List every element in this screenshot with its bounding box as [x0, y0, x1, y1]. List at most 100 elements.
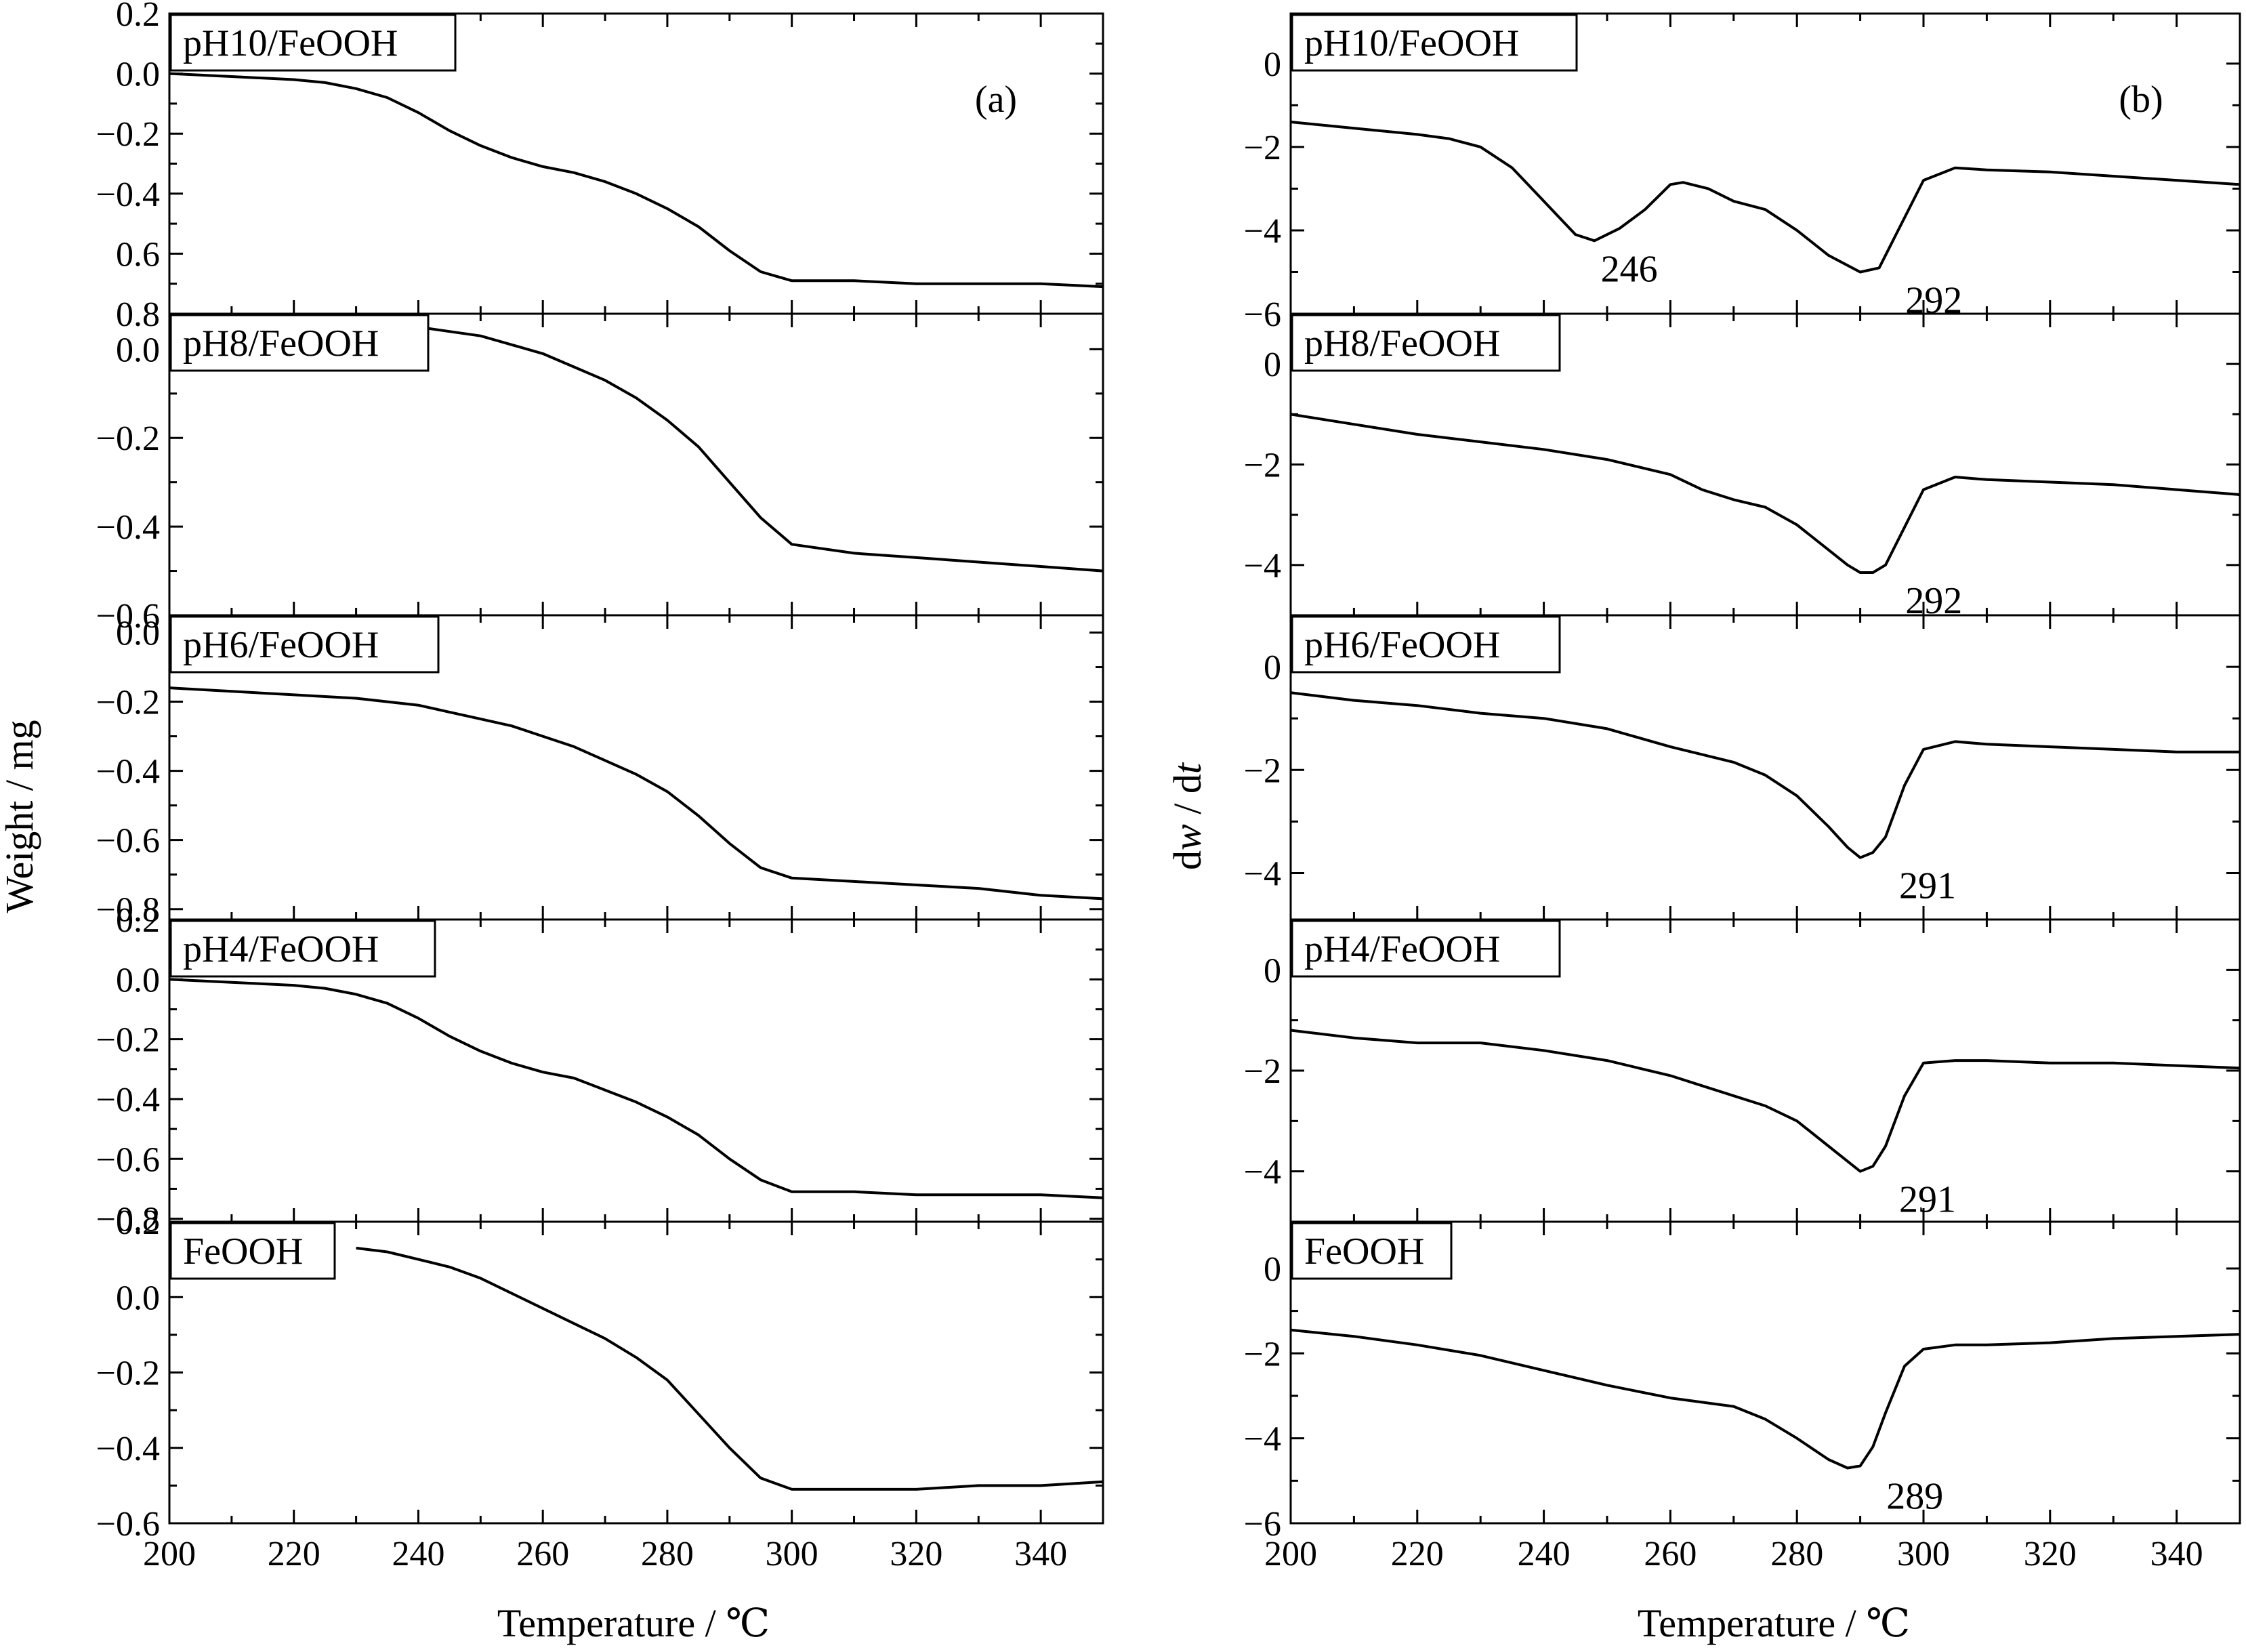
y-tick-label: 0.0 — [116, 331, 160, 369]
y-tick-label: −6 — [1244, 295, 1281, 334]
y-tick-label: 0.2 — [116, 901, 160, 940]
panel-ph4-feooh: 0 −2 −4 pH4/FeOOH 291 — [1244, 918, 2241, 1223]
ylabel-mid: / d — [1165, 774, 1209, 824]
y-tick-label: −0.4 — [96, 753, 160, 791]
y-tick-label: 0.8 — [116, 295, 160, 334]
series-line-ph4-feooh — [1290, 1029, 2241, 1173]
ylabel-t: t — [1165, 762, 1209, 774]
series-label-box — [1291, 314, 1561, 372]
x-tick-label: 280 — [641, 1535, 694, 1573]
series-label-box — [1291, 14, 1578, 72]
x-tick-label: 200 — [143, 1535, 196, 1573]
series-label: FeOOH — [1304, 1231, 1424, 1273]
panel-ph6-feooh: 0 −2 −4 pH6/FeOOH 291 — [1244, 614, 2241, 921]
y-tick-label: −4 — [1244, 1420, 1281, 1459]
x-tick-label: 300 — [766, 1535, 818, 1573]
series-line-feooh — [1290, 1328, 2241, 1470]
y-tick-label: −2 — [1244, 1335, 1281, 1374]
x-tick-label: 240 — [392, 1535, 444, 1573]
panel-ph10-feooh: 0.2 0.0 −0.2 −0.4 0.6 0.8 pH10/FeOOH — [96, 0, 1104, 334]
series-label: FeOOH — [183, 1231, 303, 1273]
peak-label: 291 — [1899, 1179, 1956, 1221]
panel-ph6-feooh: 0.0 −0.2 −0.4 −0.6 −0.8 pH6/FeOOH — [96, 614, 1104, 930]
panel-frame — [1289, 1220, 2241, 1525]
left-x-axis-label: Temperature / ℃ — [497, 1601, 770, 1645]
series-line-ph4-feooh — [169, 978, 1104, 1199]
y-tick-label: −4 — [1244, 855, 1281, 894]
series-line-ph6-feooh — [169, 686, 1104, 901]
series-label: pH10/FeOOH — [183, 22, 398, 64]
series-label-box — [1291, 920, 1561, 978]
y-tick-label: −2 — [1244, 1052, 1281, 1091]
y-tick-label: −6 — [1244, 1505, 1281, 1544]
left-y-axis-label: Weight / mg — [0, 720, 41, 913]
y-tick-label: 0.0 — [116, 56, 160, 94]
series-label-box — [169, 615, 440, 674]
y-tick-label: −0.2 — [96, 1021, 160, 1060]
x-tick-label: 320 — [890, 1535, 942, 1573]
y-tick-label: 0.2 — [116, 1203, 160, 1242]
peak-label: 291 — [1899, 865, 1956, 907]
series-label: pH6/FeOOH — [183, 624, 379, 666]
panel-ph10-feooh: 0 −2 −4 −6 pH10/FeOOH 246 292 — [1244, 12, 2241, 334]
y-tick-label: −0.2 — [96, 684, 160, 722]
panel-ph4-feooh: 0.2 0.0 −0.2 −0.4 −0.6 −0.8 pH4/FeOOH — [96, 901, 1104, 1239]
series-line-ph8-feooh — [1290, 413, 2241, 574]
y-tick-label: 0 — [1264, 45, 1281, 84]
series-line-ph8-feooh — [356, 321, 1104, 573]
x-tick-label: 300 — [1897, 1535, 1950, 1573]
series-line-ph6-feooh — [1290, 691, 2240, 859]
right-x-axis-label: Temperature / ℃ — [1638, 1601, 1910, 1645]
panel-letter: (a) — [975, 79, 1017, 121]
weight-chart: 0.2 0.0 −0.2 −0.4 0.6 0.8 pH10/FeOOH 0.0 −0.2 −0.… — [96, 0, 1104, 1573]
y-tick-label: 0.0 — [116, 961, 160, 999]
y-tick-label: −0.4 — [96, 175, 160, 214]
y-tick-label: −0.4 — [96, 508, 160, 547]
panel-letter: (b) — [2119, 79, 2163, 121]
y-tick-label: −4 — [1244, 1153, 1281, 1192]
y-tick-label: −0.4 — [96, 1081, 160, 1119]
x-tick-label: 240 — [1518, 1535, 1571, 1573]
y-tick-label: −0.8 — [96, 891, 160, 930]
y-tick-label: 0 — [1264, 648, 1281, 687]
x-tick-label: 220 — [1391, 1535, 1444, 1573]
right-y-axis-label: dw / dt — [1165, 762, 1209, 870]
y-tick-label: −0.6 — [96, 1505, 160, 1544]
x-tick-label: 280 — [1770, 1535, 1823, 1573]
y-tick-label: 0.0 — [116, 1279, 160, 1317]
peak-label: 246 — [1601, 248, 1658, 290]
y-tick-label: −0.2 — [96, 1355, 160, 1393]
y-tick-label: −0.6 — [96, 1140, 160, 1179]
x-tick-label: 340 — [1014, 1535, 1067, 1573]
y-tick-label: −0.2 — [96, 115, 160, 154]
panel-feooh: 0.2 0.0 −0.2 −0.4 −0.6 FeOOH 200 220 240 260 280 30… — [96, 1203, 1104, 1573]
series-label: pH8/FeOOH — [183, 323, 379, 365]
series-label-box — [1291, 1222, 1453, 1280]
y-tick-label: 0 — [1264, 1250, 1281, 1289]
panel-feooh: 0 −2 −4 −6 FeOOH 289 200 220 240 260 280 300 320 340 — [1244, 1220, 2241, 1573]
y-tick-label: −4 — [1244, 212, 1281, 251]
y-tick-label: −2 — [1244, 447, 1281, 485]
y-tick-label: 0.2 — [116, 0, 160, 34]
x-tick-label: 260 — [1644, 1535, 1697, 1573]
series-label-box — [169, 314, 430, 372]
series-label: pH4/FeOOH — [1304, 928, 1500, 970]
y-tick-label: −0.2 — [96, 419, 160, 458]
series-label: pH4/FeOOH — [183, 928, 379, 970]
y-tick-label: 0.6 — [116, 235, 160, 274]
y-tick-label: −2 — [1244, 129, 1281, 167]
ylabel-w: w — [1165, 824, 1209, 850]
y-tick-label: 0 — [1264, 346, 1281, 384]
panel-ph8-feooh: 0.0 −0.2 −0.4 −0.6 pH8/FeOOH — [96, 312, 1104, 636]
series-line-ph10-feooh — [169, 72, 1104, 289]
series-label: pH6/FeOOH — [1304, 624, 1500, 666]
series-label: pH10/FeOOH — [1304, 22, 1519, 64]
x-tick-label: 260 — [516, 1535, 569, 1573]
series-line-feooh — [356, 1246, 1104, 1491]
y-tick-label: −0.8 — [96, 1201, 160, 1239]
y-tick-label: −0.4 — [96, 1430, 160, 1468]
ylabel-d1: d — [1165, 850, 1209, 870]
series-label-box — [169, 1222, 336, 1280]
series-label-box — [1291, 615, 1561, 674]
